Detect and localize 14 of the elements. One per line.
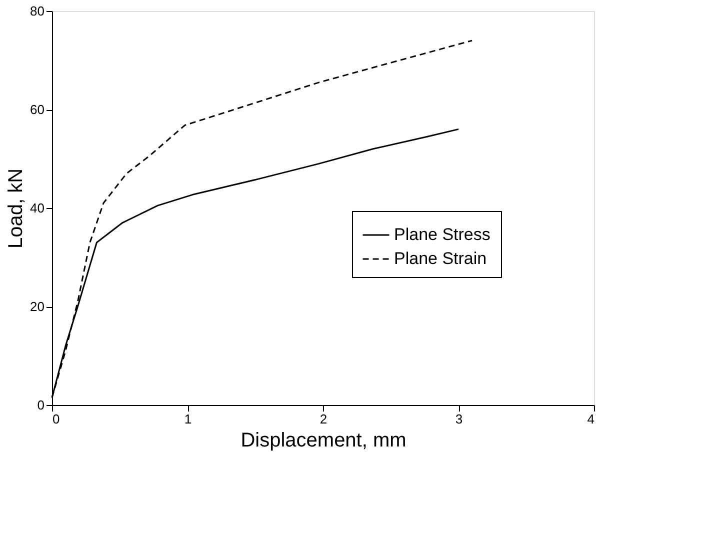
y-tick-label: 80: [30, 4, 44, 18]
legend-label: Plane Strain: [394, 249, 487, 268]
x-tick-label: 2: [320, 412, 328, 426]
x-tick-label: 0: [52, 412, 60, 426]
x-axis-title: Displacement, mm: [240, 430, 406, 452]
y-tick-label: 20: [30, 299, 44, 314]
x-tick-label: 1: [184, 412, 192, 426]
y-tick-label: 60: [30, 102, 44, 117]
y-tick-label: 40: [30, 200, 44, 216]
x-tick-label: 4: [587, 412, 594, 426]
y-tick-label: 0: [37, 398, 44, 412]
legend-label: Plane Stress: [394, 225, 490, 244]
x-tick-label: 3: [455, 412, 463, 426]
y-axis-title: Load, kN: [5, 168, 28, 249]
